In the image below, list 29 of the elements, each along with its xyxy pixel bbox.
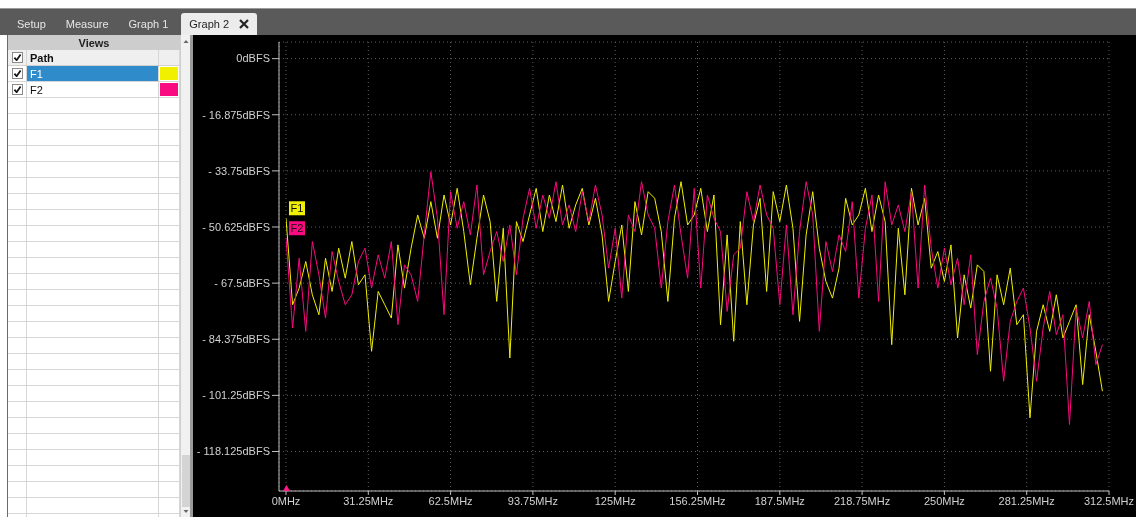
text: F1 xyxy=(30,67,43,80)
y-tick-label: - 16.875dBFS xyxy=(202,108,270,121)
x-tick-label: 312.5MHz xyxy=(1083,494,1135,507)
text: F2 xyxy=(30,83,43,96)
y-tick-label: - 118.125dBFS xyxy=(196,445,270,458)
y-tick-label: - 84.375dBFS xyxy=(202,333,270,346)
series-label: F1 xyxy=(290,202,304,215)
x-tick-label: 125MHz xyxy=(594,494,636,507)
series-label: F2 xyxy=(290,222,304,235)
x-tick-label: 93.75MHz xyxy=(507,494,558,507)
y-tick-label: - 101.25dBFS xyxy=(202,389,270,402)
text: Path xyxy=(30,51,54,64)
text: Setup xyxy=(17,18,46,30)
caption: Graph 1 xyxy=(128,18,169,30)
legend-title: Views xyxy=(78,36,110,49)
y-tick-label: - 33.75dBFS xyxy=(208,164,270,177)
x-tick-label: 62.5MHz xyxy=(428,494,473,507)
x-tick-label: 31.25MHz xyxy=(343,494,394,507)
x-tick-label: 218.75MHz xyxy=(833,494,891,507)
text: Measure xyxy=(65,18,109,30)
y-tick-label: 0dBFS xyxy=(236,52,270,65)
x-tick-label: 281.25MHz xyxy=(998,494,1055,507)
y-tick-label: - 67.5dBFS xyxy=(214,276,270,289)
x-tick-label: 0MHz xyxy=(271,494,301,507)
caption: Graph 2 xyxy=(189,18,230,30)
x-tick-label: 187.5MHz xyxy=(754,494,805,507)
x-tick-label: 156.25MHz xyxy=(669,494,726,507)
x-tick-label: 250MHz xyxy=(923,494,965,507)
y-tick-label: - 50.625dBFS xyxy=(202,220,270,233)
